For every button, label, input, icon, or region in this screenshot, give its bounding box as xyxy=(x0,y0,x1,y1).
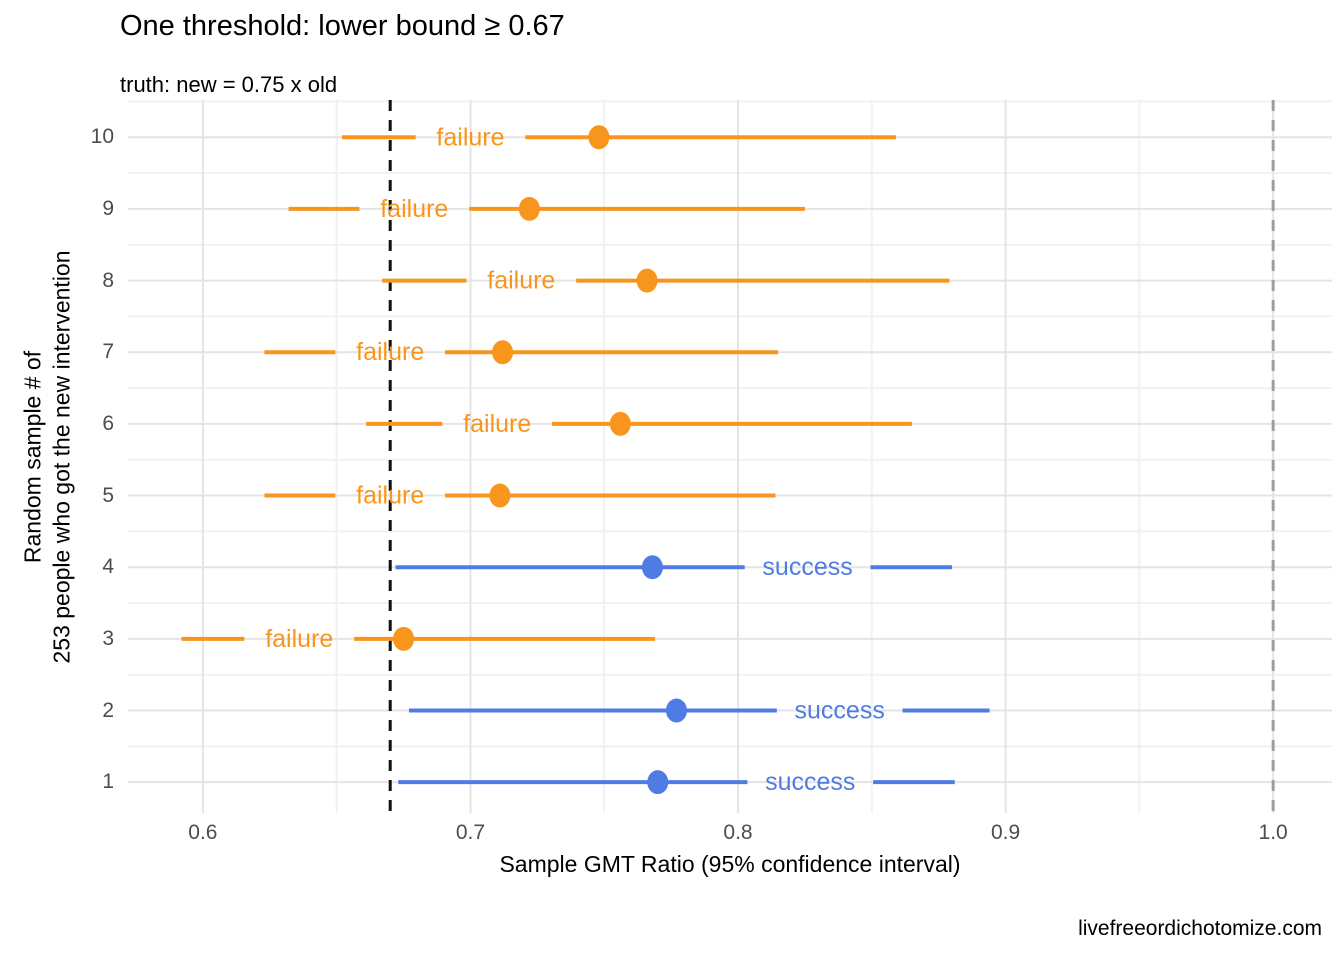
ci-point xyxy=(609,411,631,436)
y-tick-label: 3 xyxy=(102,626,114,650)
ci-point xyxy=(393,626,415,651)
ci-status-label: failure xyxy=(380,195,448,223)
y-tick-label: 5 xyxy=(102,483,114,507)
chart-subtitle: truth: new = 0.75 x old xyxy=(120,72,338,97)
ci-point xyxy=(636,268,658,293)
y-tick-label: 8 xyxy=(102,268,114,292)
ci-point xyxy=(665,698,687,723)
y-tick-label: 9 xyxy=(102,196,114,220)
ci-status-label: failure xyxy=(463,410,531,438)
x-tick-label: 1.0 xyxy=(1258,821,1288,844)
ci-status-label: failure xyxy=(487,267,555,295)
ci-point xyxy=(489,483,511,508)
plot-area: failure failure failure failure failure failu… xyxy=(128,100,1332,813)
chart-panel: failure failure failure failure failure failu… xyxy=(128,100,1332,813)
ci-status-label: failure xyxy=(356,338,424,366)
ci-point xyxy=(518,196,540,221)
x-tick-label: 0.8 xyxy=(723,821,753,844)
ci-status-label: failure xyxy=(265,625,333,653)
x-axis-title: Sample GMT Ratio (95% confidence interva… xyxy=(499,851,961,877)
ci-point xyxy=(492,340,514,365)
ci-status-label: failure xyxy=(436,123,504,151)
y-tick-label: 10 xyxy=(90,125,114,149)
ci-status-label: success xyxy=(762,553,852,581)
ci-status-label: success xyxy=(795,697,885,725)
y-axis-title: Random sample # of 253 people who got th… xyxy=(19,249,75,664)
y-tick-label: 7 xyxy=(102,340,114,364)
ci-status-label: failure xyxy=(356,482,424,510)
ci-point xyxy=(641,555,663,580)
y-tick-label: 6 xyxy=(102,411,114,435)
x-tick-label: 0.7 xyxy=(455,821,486,844)
ci-point xyxy=(588,125,610,150)
caption: livefreeordichotomize.com xyxy=(1078,917,1322,940)
ci-point xyxy=(647,770,669,795)
chart-title: One threshold: lower bound ≥ 0.67 xyxy=(120,10,565,42)
x-tick-label: 0.9 xyxy=(990,821,1021,844)
x-tick-label: 0.6 xyxy=(188,821,218,844)
y-tick-label: 2 xyxy=(102,698,114,722)
ci-status-label: success xyxy=(765,768,855,796)
y-tick-label: 4 xyxy=(102,555,114,579)
y-tick-label: 1 xyxy=(102,770,114,794)
